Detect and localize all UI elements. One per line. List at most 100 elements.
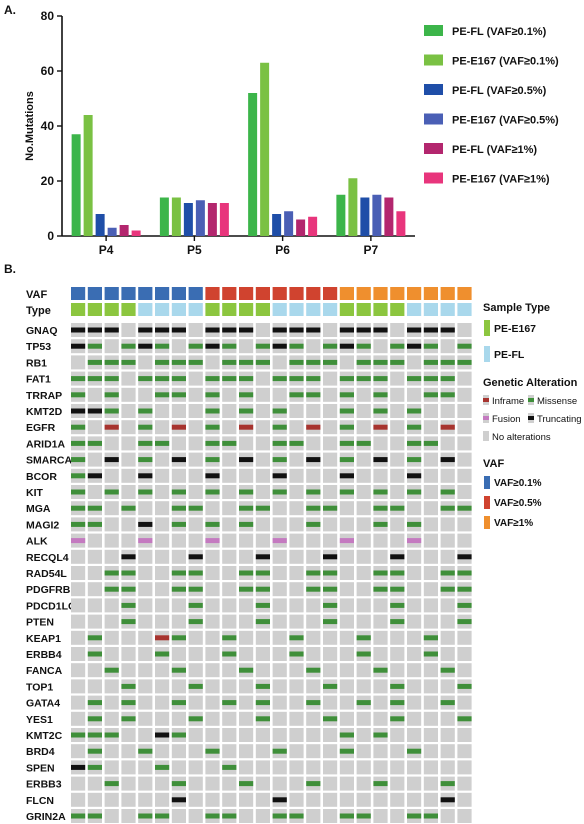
oncoprint-cell [121, 323, 136, 337]
alteration-mark-missense [71, 489, 86, 495]
alteration-mark-missense [222, 764, 237, 770]
alteration-mark-missense [440, 570, 455, 576]
alteration-mark-missense [289, 651, 304, 657]
alteration-mark-missense [222, 813, 237, 819]
alteration-mark-missense [423, 359, 438, 365]
oncoprint-cell [87, 663, 102, 678]
oncoprint-cell [188, 776, 203, 791]
legend-alteration-label: Inframe [492, 396, 524, 407]
alteration-mark-missense [255, 505, 270, 511]
type-cell [356, 303, 371, 316]
alteration-mark-truncating [138, 473, 153, 479]
type-cell [390, 303, 405, 316]
oncoprint-cell [457, 485, 472, 499]
alteration-mark-truncating [222, 327, 237, 333]
vaf-cell [407, 287, 422, 300]
oncoprint-cell [339, 566, 354, 580]
vaf-cell [289, 287, 304, 300]
legend-swatch [424, 84, 443, 95]
alteration-mark-missense [121, 619, 136, 625]
oncoprint-cell [104, 549, 119, 564]
oncoprint-cell [138, 582, 153, 597]
alteration-mark-missense [255, 700, 270, 706]
oncoprint-cell [423, 582, 438, 597]
oncoprint-cell [239, 695, 254, 710]
alteration-mark-missense [104, 359, 119, 365]
alteration-mark-truncating [356, 327, 371, 333]
alteration-mark-missense [171, 505, 186, 511]
oncoprint-cell [138, 355, 153, 370]
alteration-mark-truncating [138, 327, 153, 333]
vaf-cell [104, 287, 119, 300]
alteration-mark-missense [104, 376, 119, 382]
oncoprint-cell [440, 679, 455, 694]
alteration-mark-missense [255, 586, 270, 592]
oncoprint-cell [188, 663, 203, 678]
oncoprint-cell [457, 436, 472, 451]
alteration-mark-missense [440, 359, 455, 365]
alteration-mark-missense [373, 408, 388, 414]
alteration-mark-missense [440, 376, 455, 382]
oncoprint-cell [138, 695, 153, 710]
gene-label: YES1 [26, 714, 53, 726]
oncoprint-cell [289, 452, 304, 467]
alteration-mark-truncating [87, 408, 102, 414]
oncoprint-cell [222, 744, 237, 759]
alteration-mark-missense [171, 732, 186, 738]
oncoprint-cell [289, 420, 304, 435]
oncoprint-cell [457, 323, 472, 337]
alteration-mark-truncating [272, 343, 287, 349]
oncoprint-cell [289, 744, 304, 759]
oncoprint-cell [440, 647, 455, 661]
alteration-mark-missense [239, 359, 254, 365]
bar-p5-series-6 [219, 203, 229, 236]
oncoprint-cell [440, 339, 455, 354]
type-cell [205, 303, 220, 316]
oncoprint-cell [205, 647, 220, 661]
alteration-mark-missense [339, 457, 354, 463]
alteration-mark-missense [104, 489, 119, 495]
oncoprint-cell [104, 711, 119, 726]
oncoprint-cell [457, 371, 472, 386]
oncoprint-cell [104, 792, 119, 807]
legend-alteration-swatch [528, 416, 534, 420]
oncoprint-cell [423, 663, 438, 678]
oncoprint-cell [289, 485, 304, 499]
oncoprint-cell [87, 549, 102, 564]
oncoprint-cell [306, 744, 321, 759]
oncoprint-cell [306, 679, 321, 694]
oncoprint-cell [339, 549, 354, 564]
alteration-mark-missense [171, 635, 186, 641]
oncoprint-cell [423, 695, 438, 710]
alteration-mark-missense [155, 359, 170, 365]
alteration-mark-missense [306, 392, 321, 398]
gene-label: BCOR [26, 471, 57, 483]
alteration-mark-missense [407, 813, 422, 819]
alteration-mark-missense [440, 505, 455, 511]
oncoprint-cell [104, 695, 119, 710]
oncoprint-cell [289, 501, 304, 516]
oncoprint-cell [407, 776, 422, 791]
vaf-cell [272, 287, 287, 300]
type-cell [407, 303, 422, 316]
oncoprint-cell [272, 728, 287, 742]
oncoprint-cell [87, 582, 102, 597]
oncoprint-cell [121, 647, 136, 661]
oncoprint-cell [390, 744, 405, 759]
alteration-mark-truncating [272, 473, 287, 479]
alteration-mark-missense [255, 343, 270, 349]
oncoprint-cell [171, 436, 186, 451]
legend-alteration-title: Genetic Alteration [483, 377, 578, 389]
alteration-mark-missense [155, 440, 170, 446]
oncoprint-cell [457, 420, 472, 435]
y-tick-label: 60 [41, 64, 55, 78]
oncoprint-cell [356, 468, 371, 483]
oncoprint-cell [104, 614, 119, 629]
oncoprint-cell [138, 679, 153, 694]
oncoprint-cell [222, 501, 237, 516]
oncoprint-cell [390, 404, 405, 418]
alteration-mark-truncating [339, 473, 354, 479]
oncoprint-cell [306, 549, 321, 564]
alteration-mark-missense [306, 570, 321, 576]
alteration-mark-truncating [104, 457, 119, 463]
